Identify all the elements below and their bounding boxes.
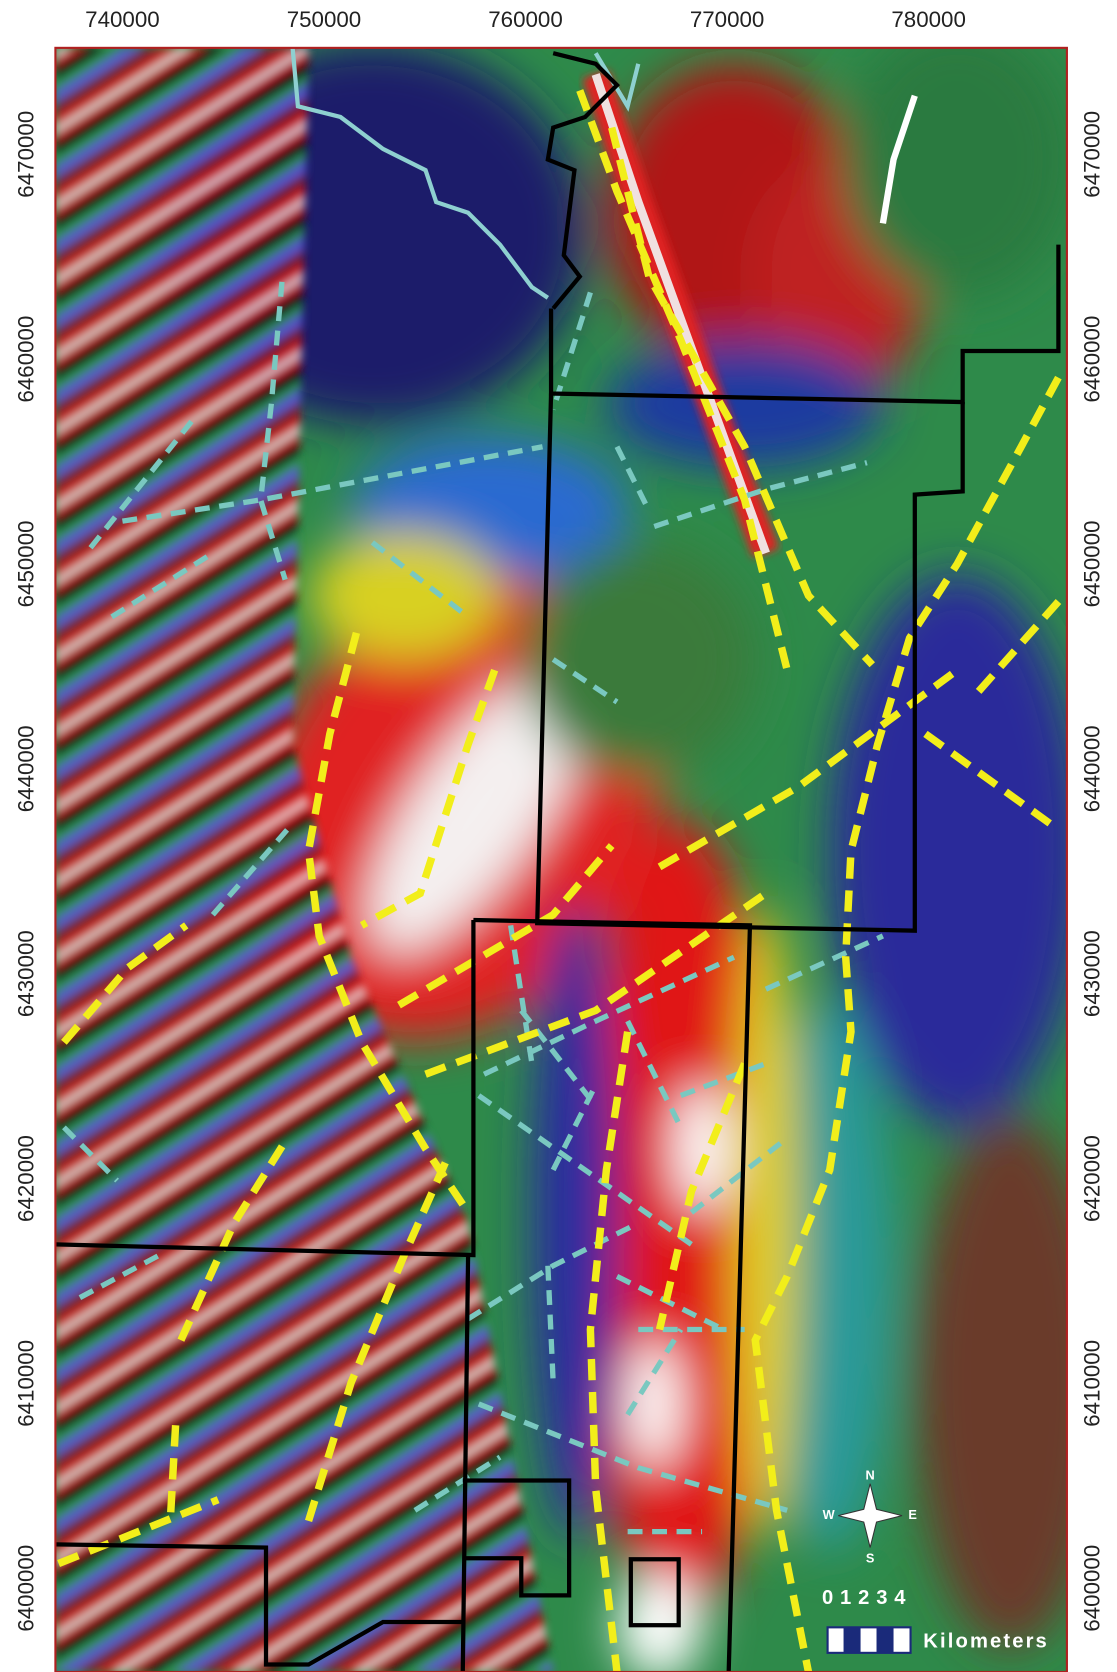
y-axis-label-right: 6470000 [1079,111,1104,198]
scale-tick-label: 3 [876,1587,889,1609]
magnetic-image [55,21,1106,1672]
y-axis-label-left: 6460000 [14,316,39,403]
scale-unit: Kilometers [923,1631,1049,1653]
scale-tick-label: 4 [894,1587,907,1609]
y-axis-label-right: 6420000 [1079,1135,1104,1222]
y-axis-label-left: 6400000 [14,1545,39,1632]
scale-tick-label: 2 [858,1587,871,1609]
x-axis-label: 740000 [85,7,160,32]
y-axis-label-left: 6450000 [14,520,39,607]
y-axis-label-left: 6420000 [14,1135,39,1222]
x-axis-label: 780000 [891,7,966,32]
scale-tick-label: 0 [822,1587,835,1609]
y-axis-label-right: 6450000 [1079,520,1104,607]
scale-tick-label: 1 [840,1587,853,1609]
y-axis-label-left: 6470000 [14,111,39,198]
scale-bar-frame [828,1627,911,1653]
compass-south: S [866,1551,875,1566]
map-figure: 740000 750000 760000 770000 780000 6470000 64… [0,0,1117,1672]
compass-east: E [908,1507,917,1522]
x-axis-label: 770000 [690,7,765,32]
y-axis-label-right: 6440000 [1079,725,1104,812]
x-axis-label: 760000 [488,7,563,32]
y-axis-label-right: 6410000 [1079,1340,1104,1427]
y-axis-label-right: 6430000 [1079,930,1104,1017]
scale-bar-segment [844,1627,861,1653]
y-axis-label-left: 6430000 [14,930,39,1017]
y-axis-label-left: 6410000 [14,1340,39,1427]
y-axis-label-right: 6400000 [1079,1545,1104,1632]
y-axis-label-left: 6440000 [14,725,39,812]
x-axis-label: 750000 [287,7,362,32]
compass-north: N [866,1468,875,1483]
y-axis-label-right: 6460000 [1079,316,1104,403]
scale-bar-segment [877,1627,894,1653]
compass-west: W [823,1507,836,1522]
x-axis-labels: 740000 750000 760000 770000 780000 [85,7,966,32]
